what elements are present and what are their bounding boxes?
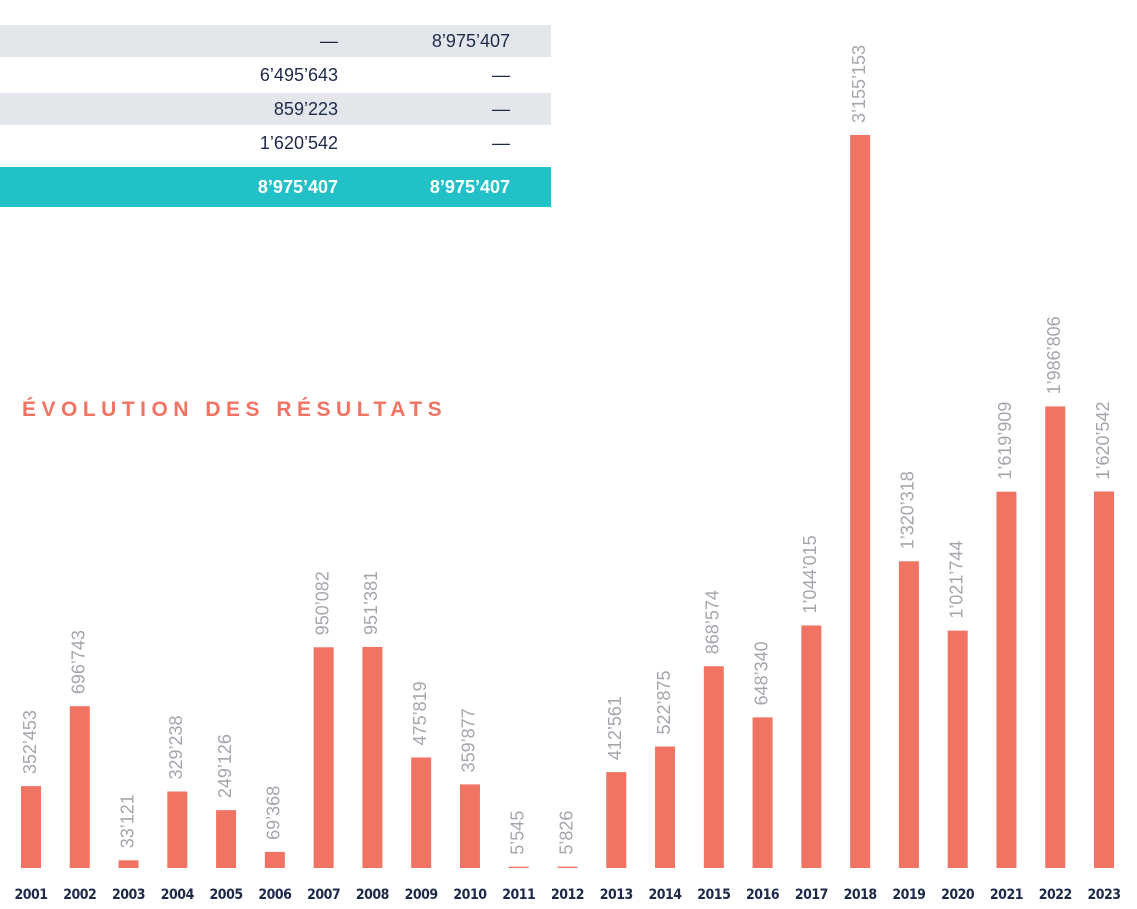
cell: — xyxy=(492,133,510,153)
bar xyxy=(947,630,968,868)
value-label: 951’381 xyxy=(361,571,381,635)
value-label: 1’986’806 xyxy=(1044,316,1064,394)
bar xyxy=(21,786,41,868)
value-label: 249’126 xyxy=(215,734,235,798)
x-tick-label: 2020 xyxy=(941,887,975,903)
x-tick-label: 2005 xyxy=(210,887,243,903)
bar xyxy=(313,647,334,868)
bar xyxy=(69,706,90,868)
chart-title: ÉVOLUTION DES RÉSULTATS xyxy=(22,398,447,421)
value-label: 522’875 xyxy=(654,670,674,734)
bar xyxy=(508,866,529,868)
x-tick-label: 2007 xyxy=(307,887,340,903)
x-tick-label: 2003 xyxy=(112,887,145,903)
x-tick-label: 2023 xyxy=(1087,887,1120,903)
x-tick-label: 2004 xyxy=(161,887,195,903)
bar xyxy=(850,135,871,868)
value-label: 352’453 xyxy=(20,710,40,774)
cell: — xyxy=(492,99,510,119)
bar xyxy=(655,746,676,868)
x-tick-label: 2017 xyxy=(795,887,828,903)
x-tick-label: 2018 xyxy=(844,887,877,903)
bar xyxy=(459,784,480,868)
value-label: 5’545 xyxy=(507,811,527,855)
x-tick-label: 2008 xyxy=(356,887,389,903)
bar xyxy=(216,810,237,868)
total-cell: 8’975’407 xyxy=(430,177,510,197)
bar xyxy=(167,791,188,868)
cell: — xyxy=(320,31,338,51)
x-tick-label: 2001 xyxy=(14,887,47,903)
row-bg xyxy=(0,93,551,125)
x-tick-label: 2006 xyxy=(258,887,292,903)
bar xyxy=(752,717,773,868)
value-label: 1’044’015 xyxy=(800,535,820,613)
bar xyxy=(1094,491,1114,868)
value-label: 412’561 xyxy=(605,696,625,760)
value-label: 5’826 xyxy=(556,811,576,855)
cell: 859’223 xyxy=(274,99,338,119)
x-tick-label: 2011 xyxy=(502,887,535,903)
total-bg xyxy=(0,167,551,207)
x-tick-label: 2009 xyxy=(405,887,438,903)
value-label: 696’743 xyxy=(69,630,89,694)
x-tick-label: 2010 xyxy=(453,887,487,903)
value-label: 359’877 xyxy=(459,708,479,772)
value-label: 69’368 xyxy=(264,786,284,840)
bar xyxy=(118,860,139,868)
value-label: 1’620’542 xyxy=(1093,401,1113,479)
value-label: 1’320’318 xyxy=(898,471,918,549)
value-label: 33’121 xyxy=(117,794,137,848)
x-tick-label: 2013 xyxy=(600,887,633,903)
x-tick-label: 2015 xyxy=(697,887,730,903)
value-label: 1’021’744 xyxy=(946,541,966,619)
value-label: 3’155’153 xyxy=(849,45,869,123)
bar xyxy=(557,866,578,868)
x-tick-label: 2014 xyxy=(649,887,683,903)
bar xyxy=(362,646,383,868)
bar xyxy=(996,491,1017,868)
bar xyxy=(411,757,432,868)
bar xyxy=(801,625,822,868)
value-label: 1’619’909 xyxy=(995,402,1015,480)
value-label: 475’819 xyxy=(410,681,430,745)
row-bg xyxy=(0,25,551,57)
bar xyxy=(898,561,919,868)
x-tick-label: 2021 xyxy=(990,887,1023,903)
value-label: 648’340 xyxy=(751,641,771,705)
value-label: 329’238 xyxy=(166,715,186,779)
cell: 1’620’542 xyxy=(260,133,338,153)
x-tick-label: 2002 xyxy=(63,887,96,903)
x-tick-label: 2019 xyxy=(892,887,925,903)
total-cell: 8’975’407 xyxy=(258,177,338,197)
bar xyxy=(1045,406,1066,868)
x-tick-label: 2022 xyxy=(1039,887,1072,903)
value-label: 868’574 xyxy=(703,590,723,654)
bar xyxy=(264,851,285,868)
x-tick-label: 2016 xyxy=(746,887,780,903)
bar xyxy=(606,772,627,868)
cell: 6’495’643 xyxy=(260,65,338,85)
bar xyxy=(703,666,724,868)
cell: — xyxy=(492,65,510,85)
cell: 8’975’407 xyxy=(432,31,510,51)
x-tick-label: 2012 xyxy=(551,887,584,903)
value-label: 950’082 xyxy=(312,571,332,635)
